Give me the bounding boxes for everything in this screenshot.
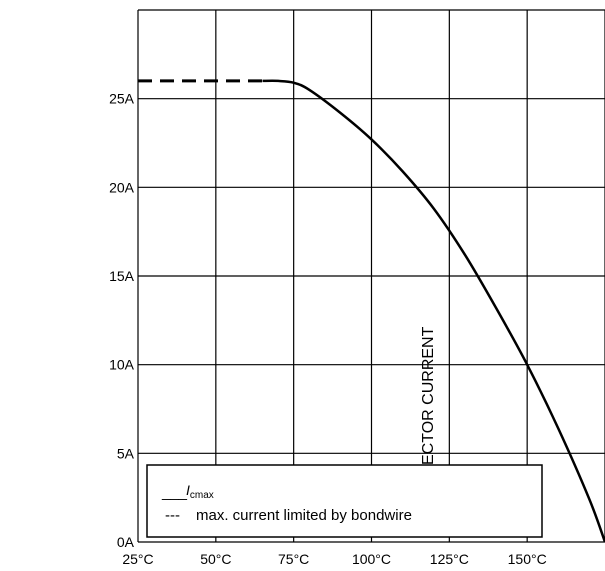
icmax-curve	[262, 79, 605, 543]
y-tick-label: 5A	[117, 445, 135, 461]
y-axis-ticks: 0A 5A 10A 15A 20A 25A	[109, 91, 135, 550]
legend-marker-solid: ___	[161, 484, 188, 501]
legend-label-icmax-symbol: I	[186, 482, 190, 498]
x-tick-label: 25°C	[122, 551, 153, 567]
legend-label-bondwire: max. current limited by bondwire	[196, 507, 412, 524]
x-axis-ticks: 25°C 50°C 75°C 100°C 125°C 150°C	[122, 551, 546, 567]
y-tick-label: 10A	[109, 357, 135, 373]
y-tick-label: 25A	[109, 91, 135, 107]
x-tick-label: 125°C	[430, 551, 469, 567]
legend-marker-dashed: ---	[165, 507, 180, 524]
y-tick-label: 0A	[117, 534, 135, 550]
x-tick-label: 100°C	[352, 551, 391, 567]
legend-label-icmax-subscript: cmax	[190, 490, 214, 501]
legend: ___ Icmax --- max. current limited by bo…	[146, 464, 543, 538]
legend-label-icmax: Icmax	[186, 482, 214, 501]
grid	[137, 9, 605, 543]
x-tick-label: 50°C	[200, 551, 231, 567]
y-tick-label: 15A	[109, 268, 135, 284]
data-series	[138, 79, 605, 543]
x-tick-label: 75°C	[278, 551, 309, 567]
legend-box	[146, 464, 543, 538]
x-tick-label: 150°C	[508, 551, 547, 567]
y-tick-label: 20A	[109, 179, 135, 195]
